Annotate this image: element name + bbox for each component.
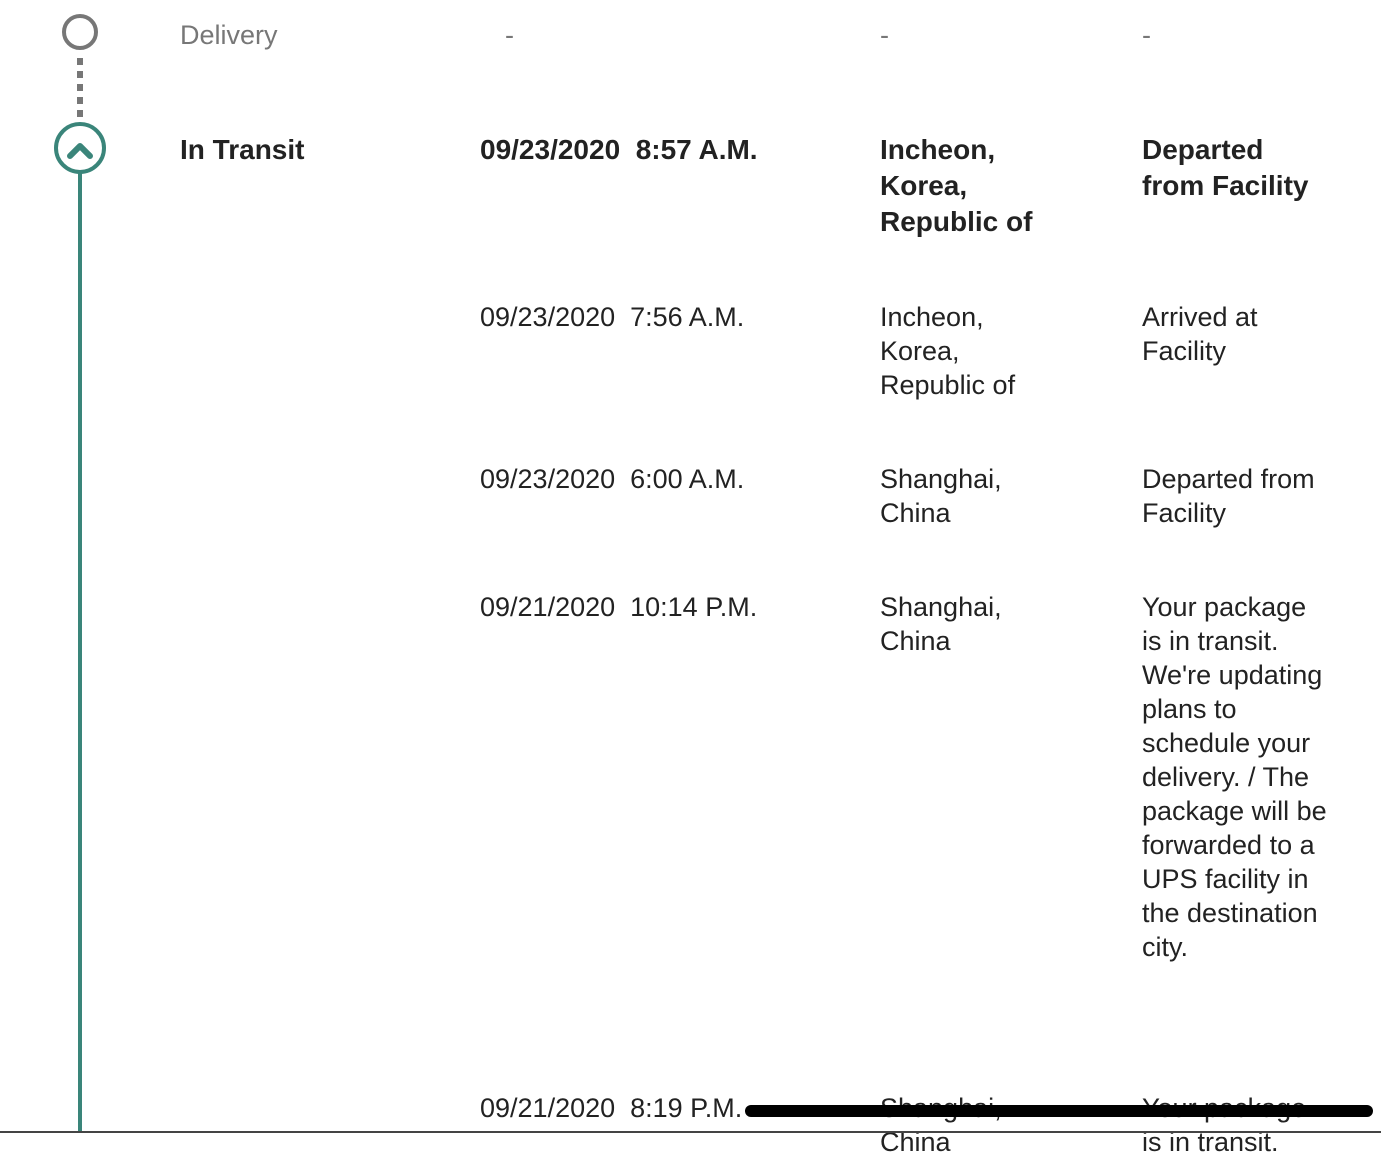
delivery-location: - xyxy=(880,20,889,50)
delivery-date: - xyxy=(505,20,514,50)
event-date: 09/21/2020 8:19 P.M. xyxy=(480,1093,743,1123)
event-location: Incheon, Korea, Republic of xyxy=(880,302,1016,400)
event-location: Shanghai, China xyxy=(880,464,1002,528)
event-location: Shanghai, China xyxy=(880,1093,1002,1157)
event-activity: Departed from Facility xyxy=(1142,464,1315,528)
milestone-delivery-label: Delivery xyxy=(180,20,278,50)
event-date: 09/23/2020 8:57 A.M. xyxy=(480,134,758,165)
milestone-in-transit-label: In Transit xyxy=(180,134,305,165)
bottom-divider xyxy=(0,1131,1381,1133)
event-activity: Your package is in transit. We're updati… xyxy=(1142,592,1327,962)
event-activity: Departed from Facility xyxy=(1142,134,1309,201)
event-location: Incheon, Korea, Republic of xyxy=(880,134,1033,237)
delivery-activity: - xyxy=(1142,20,1151,50)
timeline xyxy=(54,14,106,1133)
empty-circle-icon xyxy=(62,14,98,50)
event-date: 09/21/2020 10:14 P.M. xyxy=(480,592,758,622)
event-activity: Arrived at Facility xyxy=(1142,302,1258,366)
home-indicator[interactable] xyxy=(745,1105,1373,1117)
event-location: Shanghai, China xyxy=(880,592,1002,656)
chevron-up-icon[interactable] xyxy=(54,122,106,174)
event-activity: Your package is in transit. xyxy=(1142,1093,1306,1157)
event-date: 09/23/2020 7:56 A.M. xyxy=(480,302,745,332)
event-date: 09/23/2020 6:00 A.M. xyxy=(480,464,745,494)
